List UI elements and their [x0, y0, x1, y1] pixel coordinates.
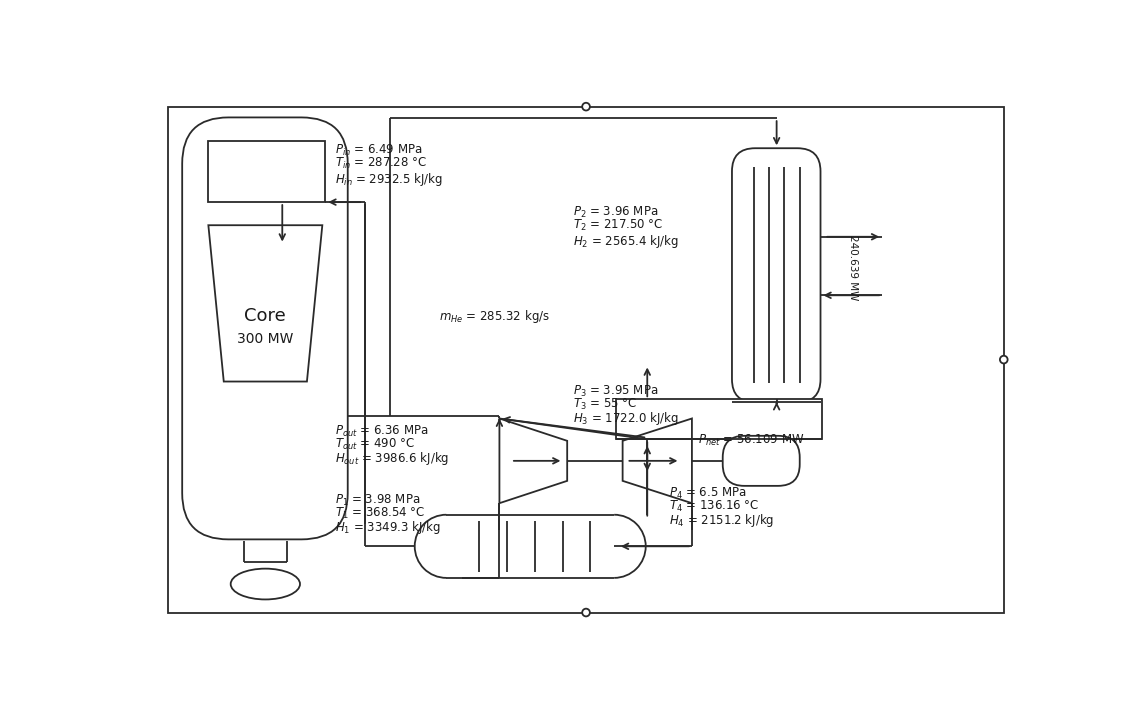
Text: $P_3$ = 3.95 MPa: $P_3$ = 3.95 MPa — [573, 384, 658, 399]
Text: $P_{out}$ = 6.36 MPa: $P_{out}$ = 6.36 MPa — [335, 424, 429, 439]
Ellipse shape — [231, 569, 300, 599]
Text: $H_{out}$ = 3986.6 kJ/kg: $H_{out}$ = 3986.6 kJ/kg — [335, 450, 450, 467]
Text: 300 MW: 300 MW — [237, 333, 294, 346]
Text: $P_{net}$ = 56.109 MW: $P_{net}$ = 56.109 MW — [698, 433, 804, 448]
Text: $P_1$ = 3.98 MPa: $P_1$ = 3.98 MPa — [335, 493, 420, 508]
Circle shape — [1000, 356, 1008, 364]
Text: $T_1$ = 368.54 °C: $T_1$ = 368.54 °C — [335, 506, 426, 521]
Text: $T_2$ = 217.50 °C: $T_2$ = 217.50 °C — [573, 218, 663, 233]
Text: $H_3$ = 1722.0 kJ/kg: $H_3$ = 1722.0 kJ/kg — [573, 410, 679, 427]
Text: $P_4$ = 6.5 MPa: $P_4$ = 6.5 MPa — [669, 486, 747, 501]
Circle shape — [582, 103, 590, 111]
Text: $H_2$ = 2565.4 kJ/kg: $H_2$ = 2565.4 kJ/kg — [573, 233, 679, 250]
Text: $T_4$ = 136.16 °C: $T_4$ = 136.16 °C — [669, 498, 760, 513]
Text: $H_4$ = 2151.2 kJ/kg: $H_4$ = 2151.2 kJ/kg — [669, 512, 775, 529]
Bar — [616, 399, 822, 440]
Text: Core: Core — [245, 307, 286, 325]
FancyBboxPatch shape — [182, 118, 347, 540]
Text: $P_{in}$ = 6.49 MPa: $P_{in}$ = 6.49 MPa — [335, 143, 423, 158]
Text: 240.639 MW: 240.639 MW — [847, 235, 858, 300]
Text: $T_3$ = 55 °C: $T_3$ = 55 °C — [573, 397, 637, 412]
Bar — [208, 140, 326, 202]
FancyBboxPatch shape — [732, 148, 820, 402]
Text: $T_{in}$ = 287.28 °C: $T_{in}$ = 287.28 °C — [335, 156, 427, 171]
Text: $H_{in}$ = 2932.5 kJ/kg: $H_{in}$ = 2932.5 kJ/kg — [335, 172, 443, 189]
Text: $H_1$ = 3349.3 kJ/kg: $H_1$ = 3349.3 kJ/kg — [335, 520, 442, 537]
Circle shape — [582, 609, 590, 616]
Text: $P_2$ = 3.96 MPa: $P_2$ = 3.96 MPa — [573, 204, 658, 220]
FancyBboxPatch shape — [723, 436, 800, 486]
Text: $m_{He}$ = 285.32 kg/s: $m_{He}$ = 285.32 kg/s — [440, 308, 550, 325]
Text: $T_{out}$ = 490 °C: $T_{out}$ = 490 °C — [335, 437, 416, 452]
